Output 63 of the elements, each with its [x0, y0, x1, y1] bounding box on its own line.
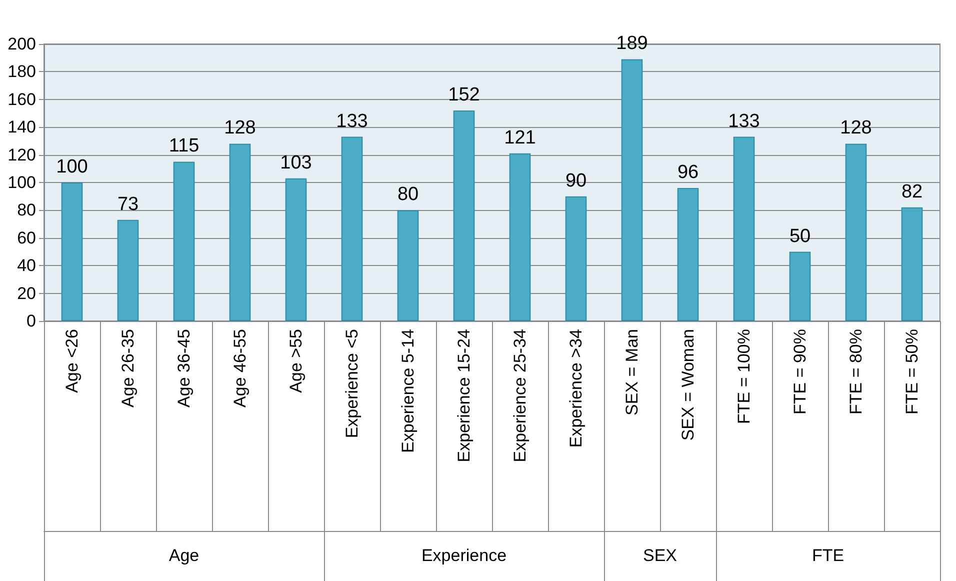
bar: [285, 178, 307, 321]
y-tick-label: 20: [17, 284, 36, 303]
bar: [229, 144, 251, 321]
bar: [397, 210, 419, 321]
x-tick-label: Age 36-45: [174, 329, 194, 408]
data-label: 128: [224, 118, 256, 139]
data-label: 103: [280, 152, 312, 174]
y-tick-label: 80: [17, 200, 36, 220]
bar: [789, 252, 811, 321]
bar: [677, 188, 699, 321]
x-tick-label: Age 46-55: [230, 329, 250, 408]
x-tick-label: Experience 5-14: [398, 329, 418, 453]
bar: [117, 220, 139, 321]
data-label: 82: [901, 181, 923, 202]
y-tick-label: 180: [8, 62, 36, 82]
data-label: 133: [336, 110, 368, 132]
bar: [565, 196, 587, 321]
x-tick-label: FTE = 90%: [790, 329, 810, 415]
x-tick-label: Experience <5: [342, 329, 362, 438]
data-label: 96: [677, 162, 699, 184]
y-tick-label: 160: [8, 90, 36, 109]
x-tick-label: SEX = Woman: [678, 329, 698, 441]
text: FTE: [812, 546, 844, 565]
x-tick-label: Age <26: [62, 329, 82, 393]
x-tick-label: Age 26-35: [118, 329, 138, 408]
x-tick-label: Experience 25-34: [510, 329, 530, 462]
x-tick-label: FTE = 50%: [902, 329, 922, 415]
bar: [61, 182, 83, 321]
data-label: 115: [168, 136, 200, 157]
y-tick-label: 40: [17, 256, 36, 276]
y-tick-label: 140: [8, 118, 36, 137]
data-label: 73: [117, 194, 139, 215]
data-label: 152: [448, 84, 480, 106]
data-label: 50: [789, 226, 811, 247]
bar: [341, 136, 363, 321]
y-tick-label: 100: [8, 173, 36, 192]
x-tick-label: SEX = Man: [622, 329, 642, 416]
bar: [509, 153, 531, 321]
data-label: 80: [397, 184, 419, 206]
data-label: 100: [56, 156, 88, 178]
text: Age: [168, 546, 200, 565]
bar: [173, 162, 195, 321]
y-tick-label: 0: [26, 312, 36, 330]
data-label: 128: [840, 118, 872, 139]
x-tick-label: FTE = 100%: [734, 329, 754, 424]
y-tick-label: 120: [8, 145, 36, 164]
bar: [733, 136, 755, 321]
text: Experience: [421, 546, 507, 565]
data-label: 189: [616, 33, 648, 54]
bar: [453, 110, 475, 321]
data-label: 90: [565, 170, 587, 192]
data-label: 121: [504, 127, 536, 148]
y-tick-label: 60: [17, 228, 36, 248]
y-tick-label: 200: [8, 34, 36, 54]
x-tick-label: Experience 15-24: [454, 329, 474, 462]
data-label: 133: [728, 110, 760, 132]
x-tick-label: Experience >34: [566, 329, 586, 448]
bar: [845, 144, 867, 321]
x-tick-label: FTE = 80%: [846, 329, 866, 415]
bar: [901, 207, 923, 321]
x-tick-label: Age >55: [286, 329, 306, 393]
bar: [621, 59, 643, 321]
text: SEX: [642, 546, 678, 565]
